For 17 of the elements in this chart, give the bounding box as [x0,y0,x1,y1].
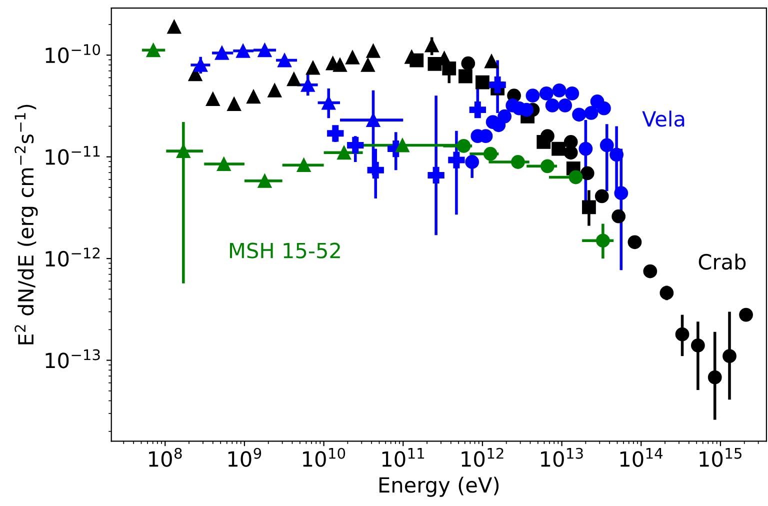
y-tick-label: 10$^{−10}$ [46,44,100,64]
y-tick-label: 10$^{−12}$ [46,248,100,267]
x-tick-label: 10$^{15}$ [700,448,742,467]
x-axis-title: Energy (eV) [380,476,499,497]
x-tick-label: 10$^{14}$ [620,448,663,467]
y-axis-title: E$^{2}$ dN/dE (erg cm$^{−2}$s$^{−1}$) [14,104,38,344]
series-label: Crab [698,254,746,270]
text: MSH 15-52 [230,242,340,258]
x-tick-label: 10$^{10}$ [303,448,346,467]
series-label: Vela [642,110,684,127]
x-tick-label: 10$^{9}$ [228,448,262,467]
x-tick-label: 10$^{11}$ [382,448,424,467]
x-tick-label: 10$^{13}$ [541,448,583,467]
y-tick-label: 10$^{−13}$ [46,349,100,368]
x-tick-label: 10$^{12}$ [462,448,504,467]
y-tick-label: 10$^{−11}$ [46,146,100,165]
x-tick-label: 10$^{8}$ [149,448,182,467]
